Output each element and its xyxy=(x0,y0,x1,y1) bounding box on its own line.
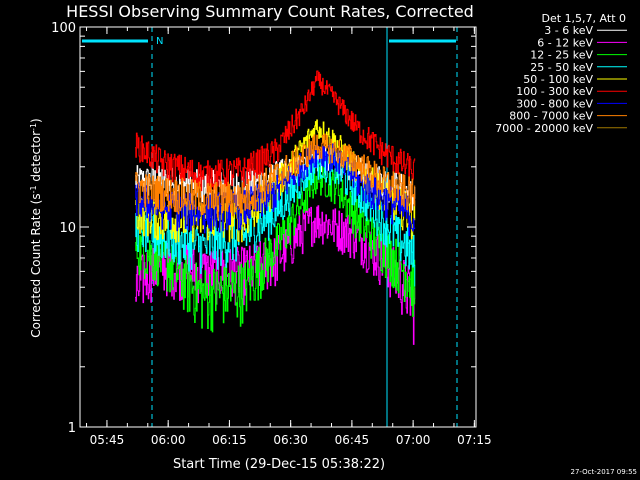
chart-title: HESSI Observing Summary Count Rates, Cor… xyxy=(66,2,474,21)
y-axis-label-main: Corrected Count Rate (s xyxy=(29,193,43,337)
x-tick-label: 07:15 xyxy=(457,433,492,447)
y-tick-label: 10 xyxy=(59,221,76,236)
x-tick-label: 06:00 xyxy=(151,433,186,447)
y-tick-label: 100 xyxy=(51,21,76,36)
series-line-2 xyxy=(135,163,416,333)
y-tick-label: 1 xyxy=(68,421,76,436)
legend-label-4: 50 - 100 keV xyxy=(523,73,593,86)
legend-label-0: 3 - 6 keV xyxy=(544,24,593,37)
series-line-7 xyxy=(135,133,416,218)
y-axis-label-end: ) xyxy=(29,118,43,123)
x-tick-label: 07:00 xyxy=(396,433,431,447)
legend-label-8: 7000 - 20000 keV xyxy=(495,122,593,135)
y-axis-label-sup1: -1 xyxy=(29,185,38,193)
x-tick-label: 06:15 xyxy=(212,433,247,447)
x-tick-label: 05:45 xyxy=(90,433,125,447)
y-axis-label-sup2: -1 xyxy=(29,123,38,131)
legend-label-1: 6 - 12 keV xyxy=(537,36,593,49)
legend-header: Det 1,5,7, Att 0 xyxy=(542,12,626,25)
x-tick-label: 06:45 xyxy=(335,433,370,447)
legend-label-5: 100 - 300 keV xyxy=(516,85,593,98)
night-label: N xyxy=(156,36,163,47)
x-tick-label: 06:30 xyxy=(273,433,308,447)
series-line-6 xyxy=(135,143,416,237)
y-axis-label: Corrected Count Rate (s-1 detector-1) xyxy=(29,118,44,337)
x-axis-label: Start Time (29-Dec-15 05:38:22) xyxy=(173,457,385,472)
y-axis-label-mid: detector xyxy=(29,131,43,186)
legend-label-3: 25 - 50 keV xyxy=(530,61,593,74)
legend-label-6: 300 - 800 keV xyxy=(516,97,593,110)
series-line-3 xyxy=(135,150,416,287)
legend-label-2: 12 - 25 keV xyxy=(530,49,593,62)
generation-timestamp: 27-Oct-2017 09:55 xyxy=(571,468,637,476)
legend-label-7: 800 - 7000 keV xyxy=(509,110,593,123)
